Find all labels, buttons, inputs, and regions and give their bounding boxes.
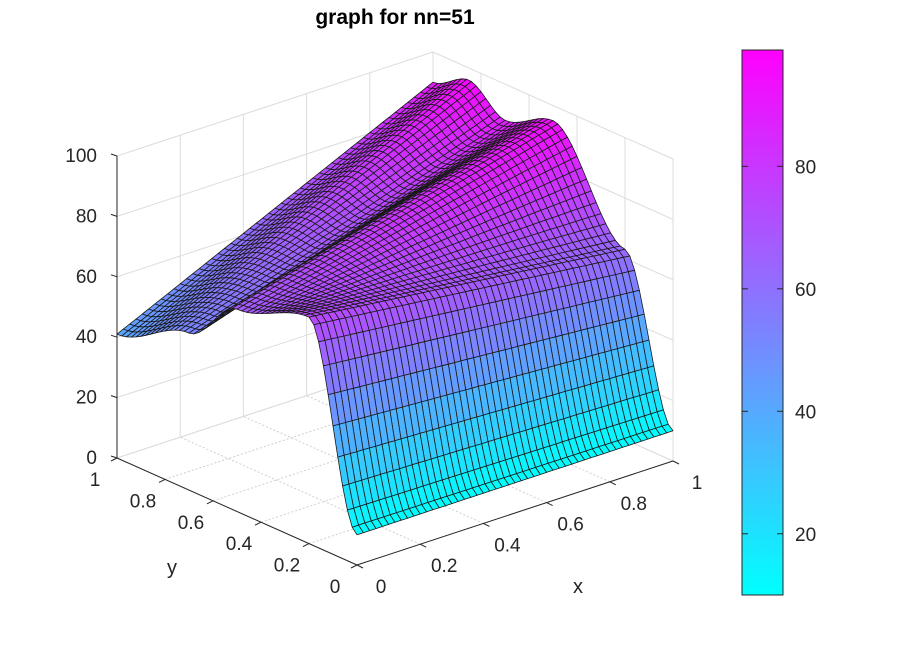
back-wall-gridline-z	[116, 51, 434, 157]
z-tick-mark	[110, 213, 118, 217]
x-tick-mark	[483, 522, 490, 527]
y-tick-mark	[254, 521, 262, 526]
y-tick-mark	[206, 500, 214, 505]
x-tick-mark	[356, 564, 364, 569]
x-axis-line	[356, 460, 674, 566]
colorbar-gradient	[741, 49, 784, 596]
y-tick-label: 1	[90, 470, 101, 491]
x-tick-mark	[546, 502, 553, 507]
colorbar-tick-label: 20	[795, 525, 816, 546]
colorbar-tick-label: 80	[795, 157, 816, 178]
colorbar: 20 40 60 80	[741, 49, 816, 596]
z-tick-label: 100	[65, 146, 97, 167]
z-tick-mark	[110, 274, 118, 278]
z-tick-label: 80	[76, 206, 97, 227]
axes	[110, 153, 680, 569]
y-tick-label: 0.6	[178, 513, 204, 534]
z-tick-mark	[110, 334, 118, 338]
z-tick-label: 20	[76, 388, 97, 409]
colorbar-tick-label: 60	[795, 280, 816, 301]
z-tick-label: 60	[76, 267, 97, 288]
x-tick-label: 1	[692, 473, 703, 494]
y-tick-label: 0.2	[274, 556, 300, 577]
y-tick-mark	[158, 478, 166, 483]
surface-patch	[351, 524, 364, 536]
x-axis-label: x	[573, 576, 583, 598]
z-tick-mark	[110, 395, 118, 399]
z-tick-label: 0	[86, 448, 97, 469]
side-wall-gridline-z	[432, 51, 674, 160]
x-tick-label: 0.8	[621, 494, 647, 515]
z-tick-mark	[110, 455, 118, 459]
x-tick-mark	[419, 543, 427, 548]
y-tick-label: 0.4	[226, 534, 253, 555]
y-axis-line	[116, 457, 358, 566]
y-axis-label: y	[167, 557, 177, 579]
x-tick-label: 0.6	[557, 515, 583, 536]
z-tick-mark	[110, 153, 118, 157]
surface	[116, 78, 674, 536]
x-tick-mark	[609, 481, 617, 486]
y-tick-label: 0.8	[130, 491, 156, 512]
y-tick-label: 0	[330, 577, 341, 598]
chart-title: graph for nn=51	[315, 6, 475, 29]
z-tick-label: 40	[76, 327, 97, 348]
y-tick-mark	[350, 564, 358, 569]
y-tick-mark	[302, 543, 310, 548]
x-tick-label: 0.4	[494, 535, 521, 556]
y-tick-mark	[110, 457, 118, 462]
x-tick-mark	[672, 460, 680, 465]
x-tick-label: 0.2	[431, 556, 457, 577]
x-tick-label: 0	[376, 577, 387, 598]
colorbar-tick-label: 40	[795, 402, 816, 423]
